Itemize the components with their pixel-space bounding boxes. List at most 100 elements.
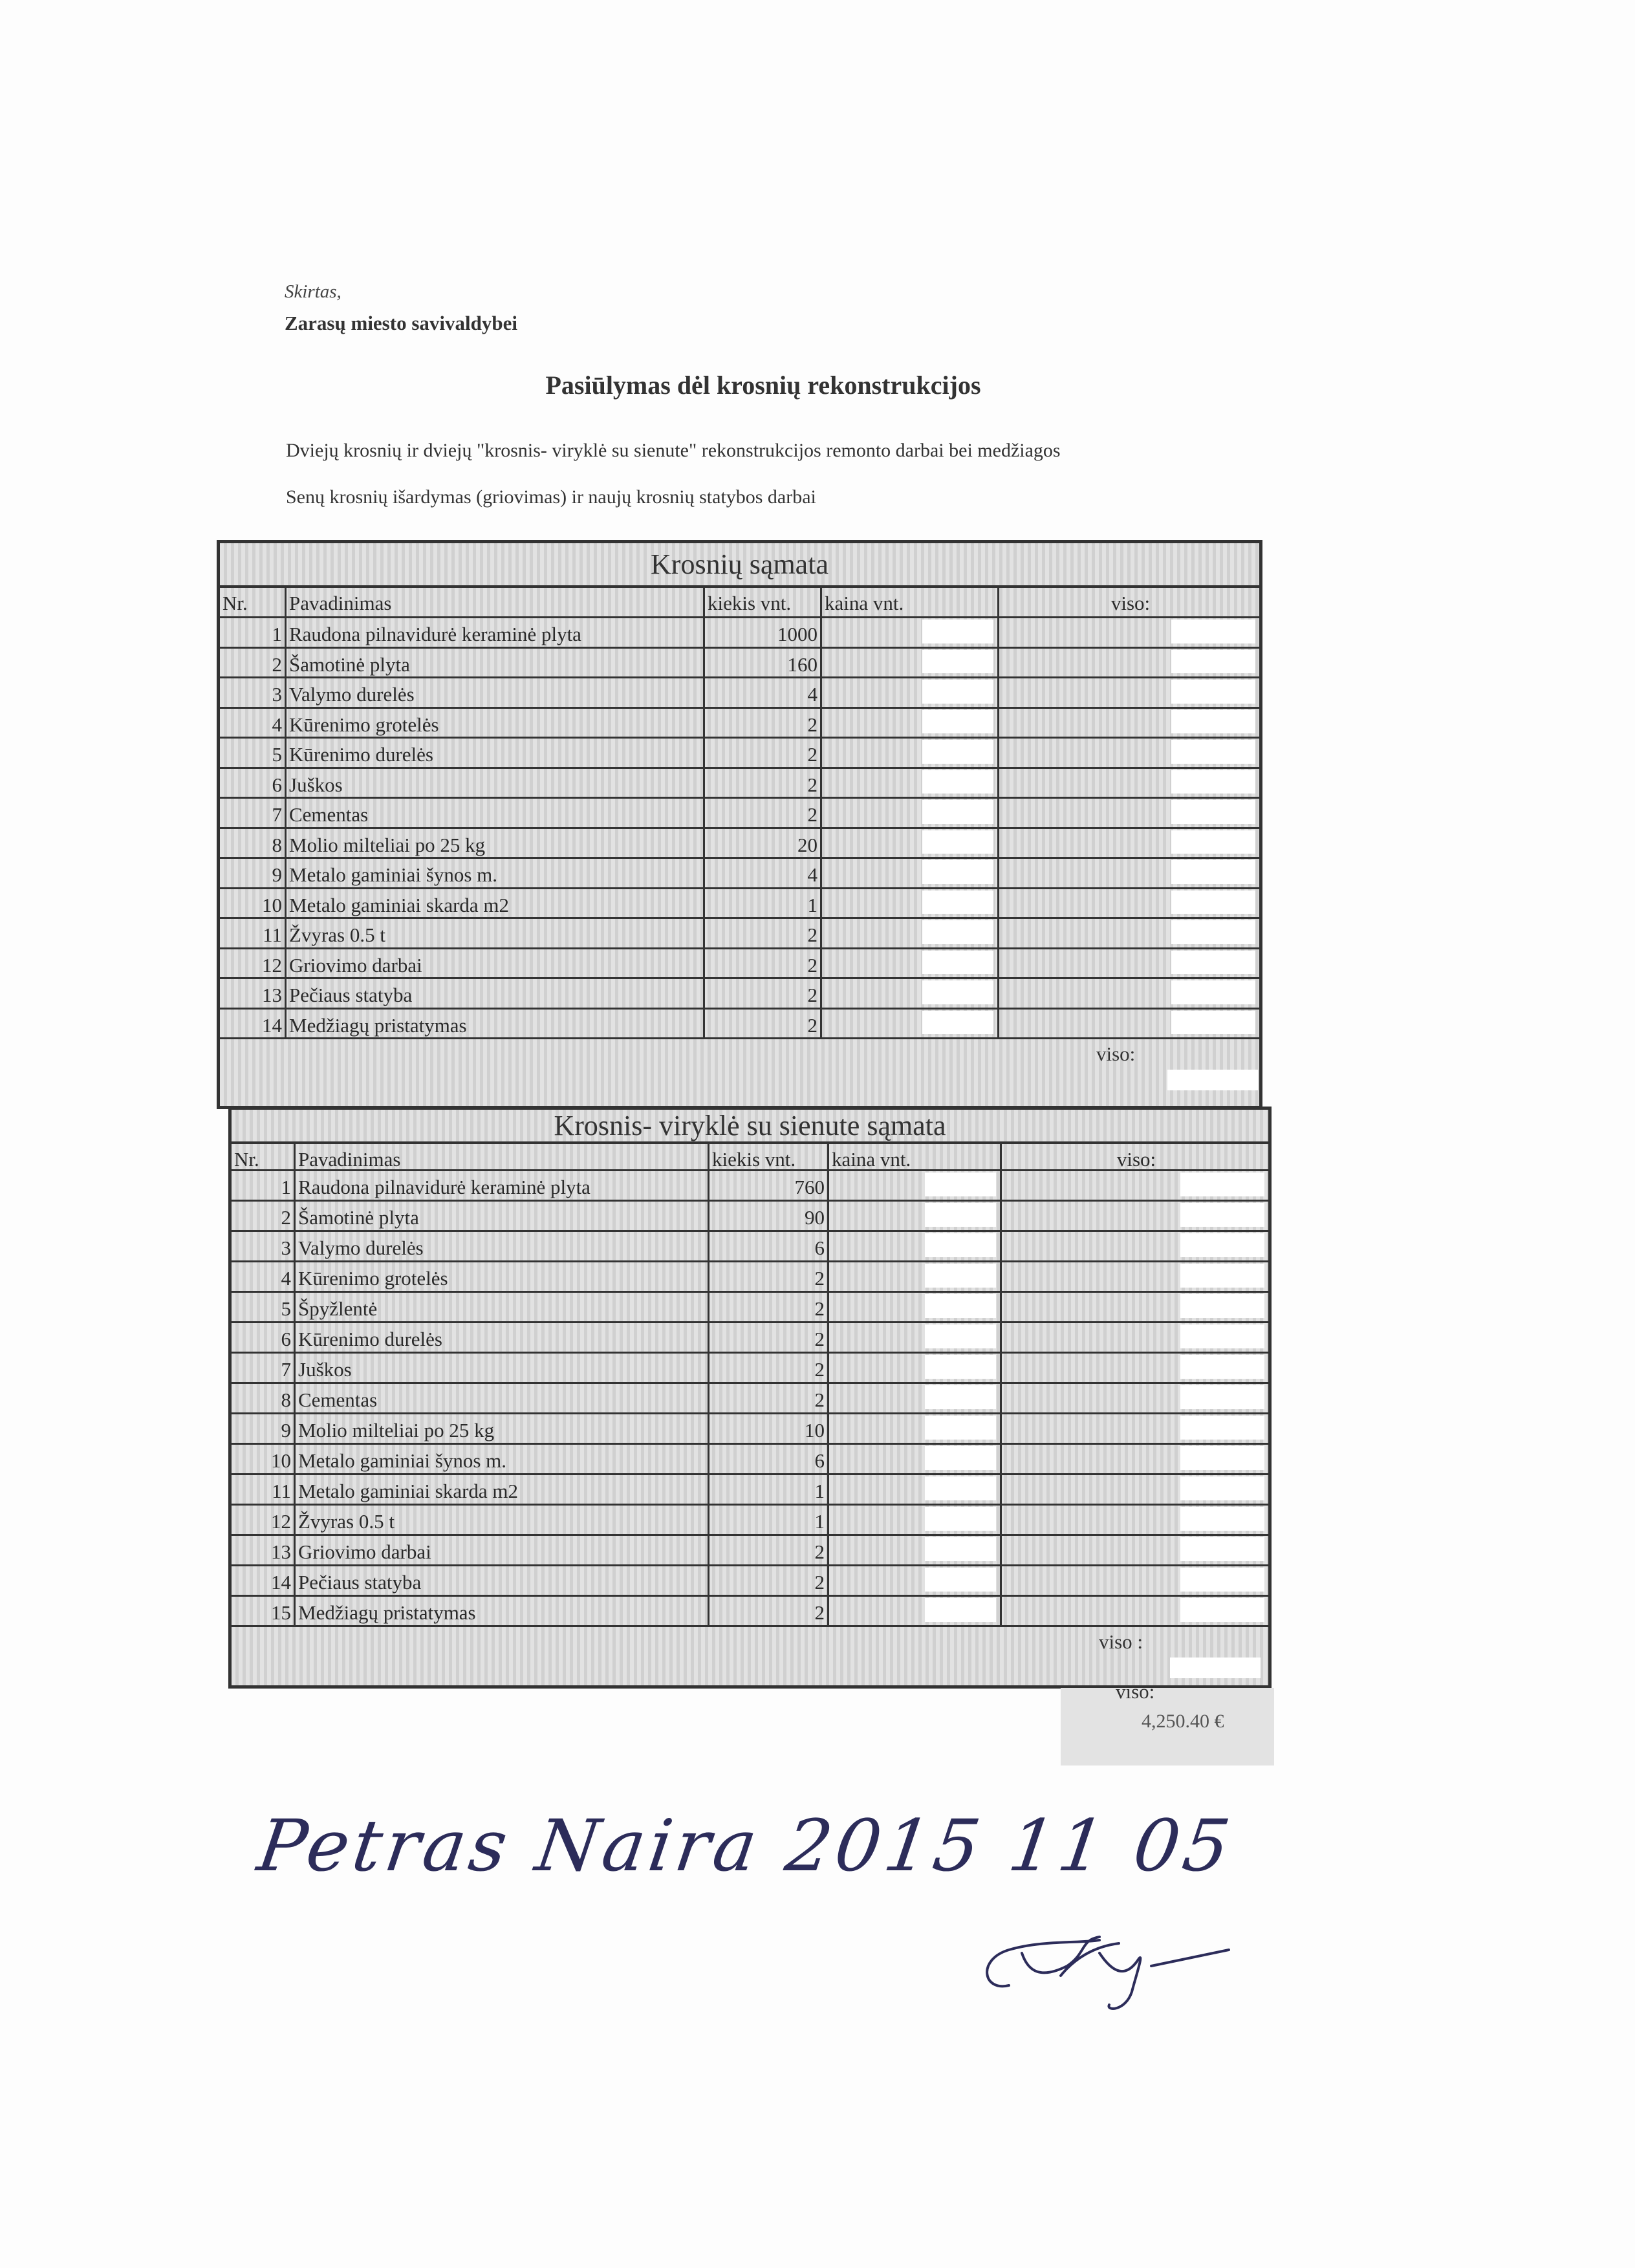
redacted-value: [925, 1507, 996, 1531]
redacted-value: [922, 950, 993, 974]
redacted-value: [1171, 860, 1255, 884]
cell-nr: 12: [220, 947, 287, 977]
redacted-value: [1171, 950, 1255, 974]
cell-nr: 3: [232, 1230, 296, 1260]
redacted-value: [925, 1233, 996, 1257]
cell-quantity: 2: [705, 947, 822, 977]
cell-unit-price: [822, 706, 999, 737]
cell-name: Valymo durelės: [296, 1230, 709, 1260]
cell-nr: 14: [220, 1007, 287, 1037]
redacted-value: [1180, 1568, 1264, 1592]
redacted-value: [1180, 1537, 1264, 1561]
cell-unit-price: [829, 1382, 1002, 1412]
cell-name: Šamotinė plyta: [287, 646, 705, 676]
cell-quantity: 2: [709, 1352, 829, 1382]
redacted-value: [922, 649, 993, 673]
cell-unit-price: [829, 1200, 1002, 1230]
redacted-subtotal: [1167, 1070, 1258, 1090]
cell-quantity: 2: [705, 737, 822, 767]
cell-total: [999, 887, 1259, 918]
cell-quantity: 160: [705, 646, 822, 676]
redacted-value: [1180, 1203, 1264, 1227]
signature: [986, 1936, 1230, 2010]
cell-nr: 9: [220, 857, 287, 887]
redacted-value: [922, 740, 993, 764]
cell-nr: 1: [232, 1169, 296, 1200]
table-row: 2 Šamotinė plyta 160: [220, 646, 1259, 678]
redacted-value: [1171, 920, 1255, 944]
cell-total: [1002, 1352, 1268, 1382]
redacted-value: [1180, 1416, 1264, 1440]
cell-name: Molio milteliai po 25 kg: [287, 826, 705, 857]
table-row: 7 Juškos 2: [232, 1352, 1268, 1384]
table-title: Krosnių sąmata: [220, 543, 1259, 588]
cell-name: Pečiaus statyba: [296, 1564, 709, 1595]
table-row: 11 Metalo gaminiai skarda m2 1: [232, 1473, 1268, 1506]
redacted-value: [1180, 1355, 1264, 1379]
redacted-value: [925, 1537, 996, 1561]
cell-name: Molio milteliai po 25 kg: [296, 1412, 709, 1443]
cell-name: Cementas: [287, 797, 705, 827]
cell-quantity: 2: [709, 1564, 829, 1595]
redacted-value: [1171, 620, 1255, 643]
cell-nr: 2: [232, 1200, 296, 1230]
cell-quantity: 2: [709, 1534, 829, 1564]
redacted-value: [1180, 1172, 1264, 1196]
redacted-value: [925, 1385, 996, 1409]
table-header-row: Nr. Pavadinimas kiekis vnt. kaina vnt. viso:: [220, 585, 1259, 618]
cell-unit-price: [829, 1291, 1002, 1321]
cell-nr: 15: [232, 1595, 296, 1625]
redacted-value: [1180, 1476, 1264, 1500]
cell-quantity: 2: [709, 1260, 829, 1291]
redacted-value: [1171, 680, 1255, 704]
redacted-value: [922, 709, 993, 733]
cell-name: Medžiagų pristatymas: [287, 1007, 705, 1037]
cell-unit-price: [829, 1443, 1002, 1473]
cell-name: Cementas: [296, 1382, 709, 1412]
cell-nr: 12: [232, 1504, 296, 1534]
cell-name: Raudona pilnavidurė keraminė plyta: [287, 616, 705, 647]
header-total: viso:: [1110, 592, 1151, 614]
cell-quantity: 1: [709, 1504, 829, 1534]
cell-quantity: 2: [705, 1007, 822, 1037]
table-row: 13 Pečiaus statyba 2: [220, 977, 1259, 1010]
cell-total: [999, 797, 1259, 827]
cell-total: [1002, 1504, 1268, 1534]
table-row: 15 Medžiagų pristatymas 2: [232, 1595, 1268, 1627]
header-quantity: kiekis vnt.: [705, 585, 822, 616]
cell-quantity: 4: [705, 857, 822, 887]
redacted-value: [922, 800, 993, 824]
table-row: 5 Špyžlentė 2: [232, 1291, 1268, 1323]
cell-unit-price: [829, 1504, 1002, 1534]
cell-name: Kūrenimo durelės: [287, 737, 705, 767]
cell-quantity: 2: [705, 977, 822, 1008]
cell-total: [999, 707, 1259, 737]
document-title: Pasiūlymas dėl krosnių rekonstrukcijos: [545, 371, 981, 400]
redacted-value: [1171, 1010, 1255, 1034]
header-total: viso:: [1116, 1148, 1156, 1169]
cell-unit-price: [822, 857, 999, 887]
cell-total: [1002, 1534, 1268, 1564]
cell-quantity: 20: [705, 826, 822, 857]
description-line-2: Senų krosnių išardymas (griovimas) ir na…: [286, 486, 816, 508]
table-row: 14 Medžiagų pristatymas 2: [220, 1007, 1259, 1039]
cell-name: Kūrenimo grotelės: [296, 1260, 709, 1291]
cell-nr: 9: [232, 1412, 296, 1443]
cell-total: [999, 767, 1259, 797]
handwritten-name-date: Petras Naira 2015 11 05: [253, 1804, 1239, 1887]
cell-quantity: 1: [705, 887, 822, 917]
table-row: 9 Metalo gaminiai šynos m. 4: [220, 857, 1259, 889]
cell-name: Metalo gaminiai šynos m.: [296, 1443, 709, 1473]
cell-nr: 3: [220, 676, 287, 707]
cell-total: [999, 1008, 1259, 1038]
cell-name: Medžiagų pristatymas: [296, 1595, 709, 1625]
header-nr: Nr.: [232, 1141, 296, 1169]
table-row: 8 Molio milteliai po 25 kg 20: [220, 826, 1259, 859]
header-name: Pavadinimas: [296, 1141, 709, 1169]
cell-unit-price: [822, 826, 999, 857]
cell-total: [999, 616, 1259, 647]
redacted-value: [1180, 1294, 1264, 1318]
cell-nr: 11: [220, 917, 287, 947]
cell-name: Raudona pilnavidurė keraminė plyta: [296, 1169, 709, 1200]
